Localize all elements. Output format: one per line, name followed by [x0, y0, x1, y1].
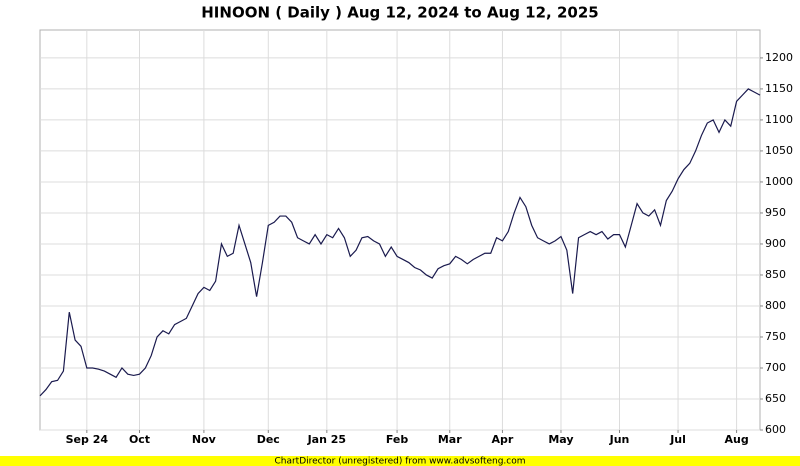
y-tick-label: 800: [765, 299, 786, 312]
y-tick-label: 950: [765, 206, 786, 219]
plot-area: [39, 29, 761, 431]
y-tick-label: 1100: [765, 113, 793, 126]
x-tick-label: May: [548, 433, 573, 446]
y-tick-label: 1150: [765, 82, 793, 95]
price-line: [39, 88, 761, 397]
x-tick-label: Aug: [724, 433, 748, 446]
x-tick-label: Dec: [257, 433, 280, 446]
x-tick-label: Sep 24: [66, 433, 109, 446]
y-tick-label: 700: [765, 361, 786, 374]
y-tick-label: 600: [765, 423, 786, 436]
x-tick-label: Apr: [492, 433, 514, 446]
x-tick-label: Feb: [386, 433, 409, 446]
y-tick-label: 750: [765, 330, 786, 343]
y-tick-label: 1050: [765, 144, 793, 157]
x-tick-label: Jul: [669, 433, 686, 446]
x-tick-label: Nov: [192, 433, 217, 446]
chart-title: HINOON ( Daily ) Aug 12, 2024 to Aug 12,…: [201, 4, 598, 22]
x-tick-label: Jun: [609, 433, 630, 446]
x-tick-label: Mar: [438, 433, 462, 446]
y-tick-label: 1200: [765, 51, 793, 64]
y-tick-label: 650: [765, 392, 786, 405]
x-tick-label: Oct: [129, 433, 150, 446]
footer-text: ChartDirector (unregistered) from www.ad…: [274, 457, 525, 466]
footer-bar: [0, 456, 800, 466]
y-tick-label: 900: [765, 237, 786, 250]
x-tick-label: Jan 25: [307, 433, 346, 446]
y-tick-label: 1000: [765, 175, 793, 188]
y-tick-label: 850: [765, 268, 786, 281]
